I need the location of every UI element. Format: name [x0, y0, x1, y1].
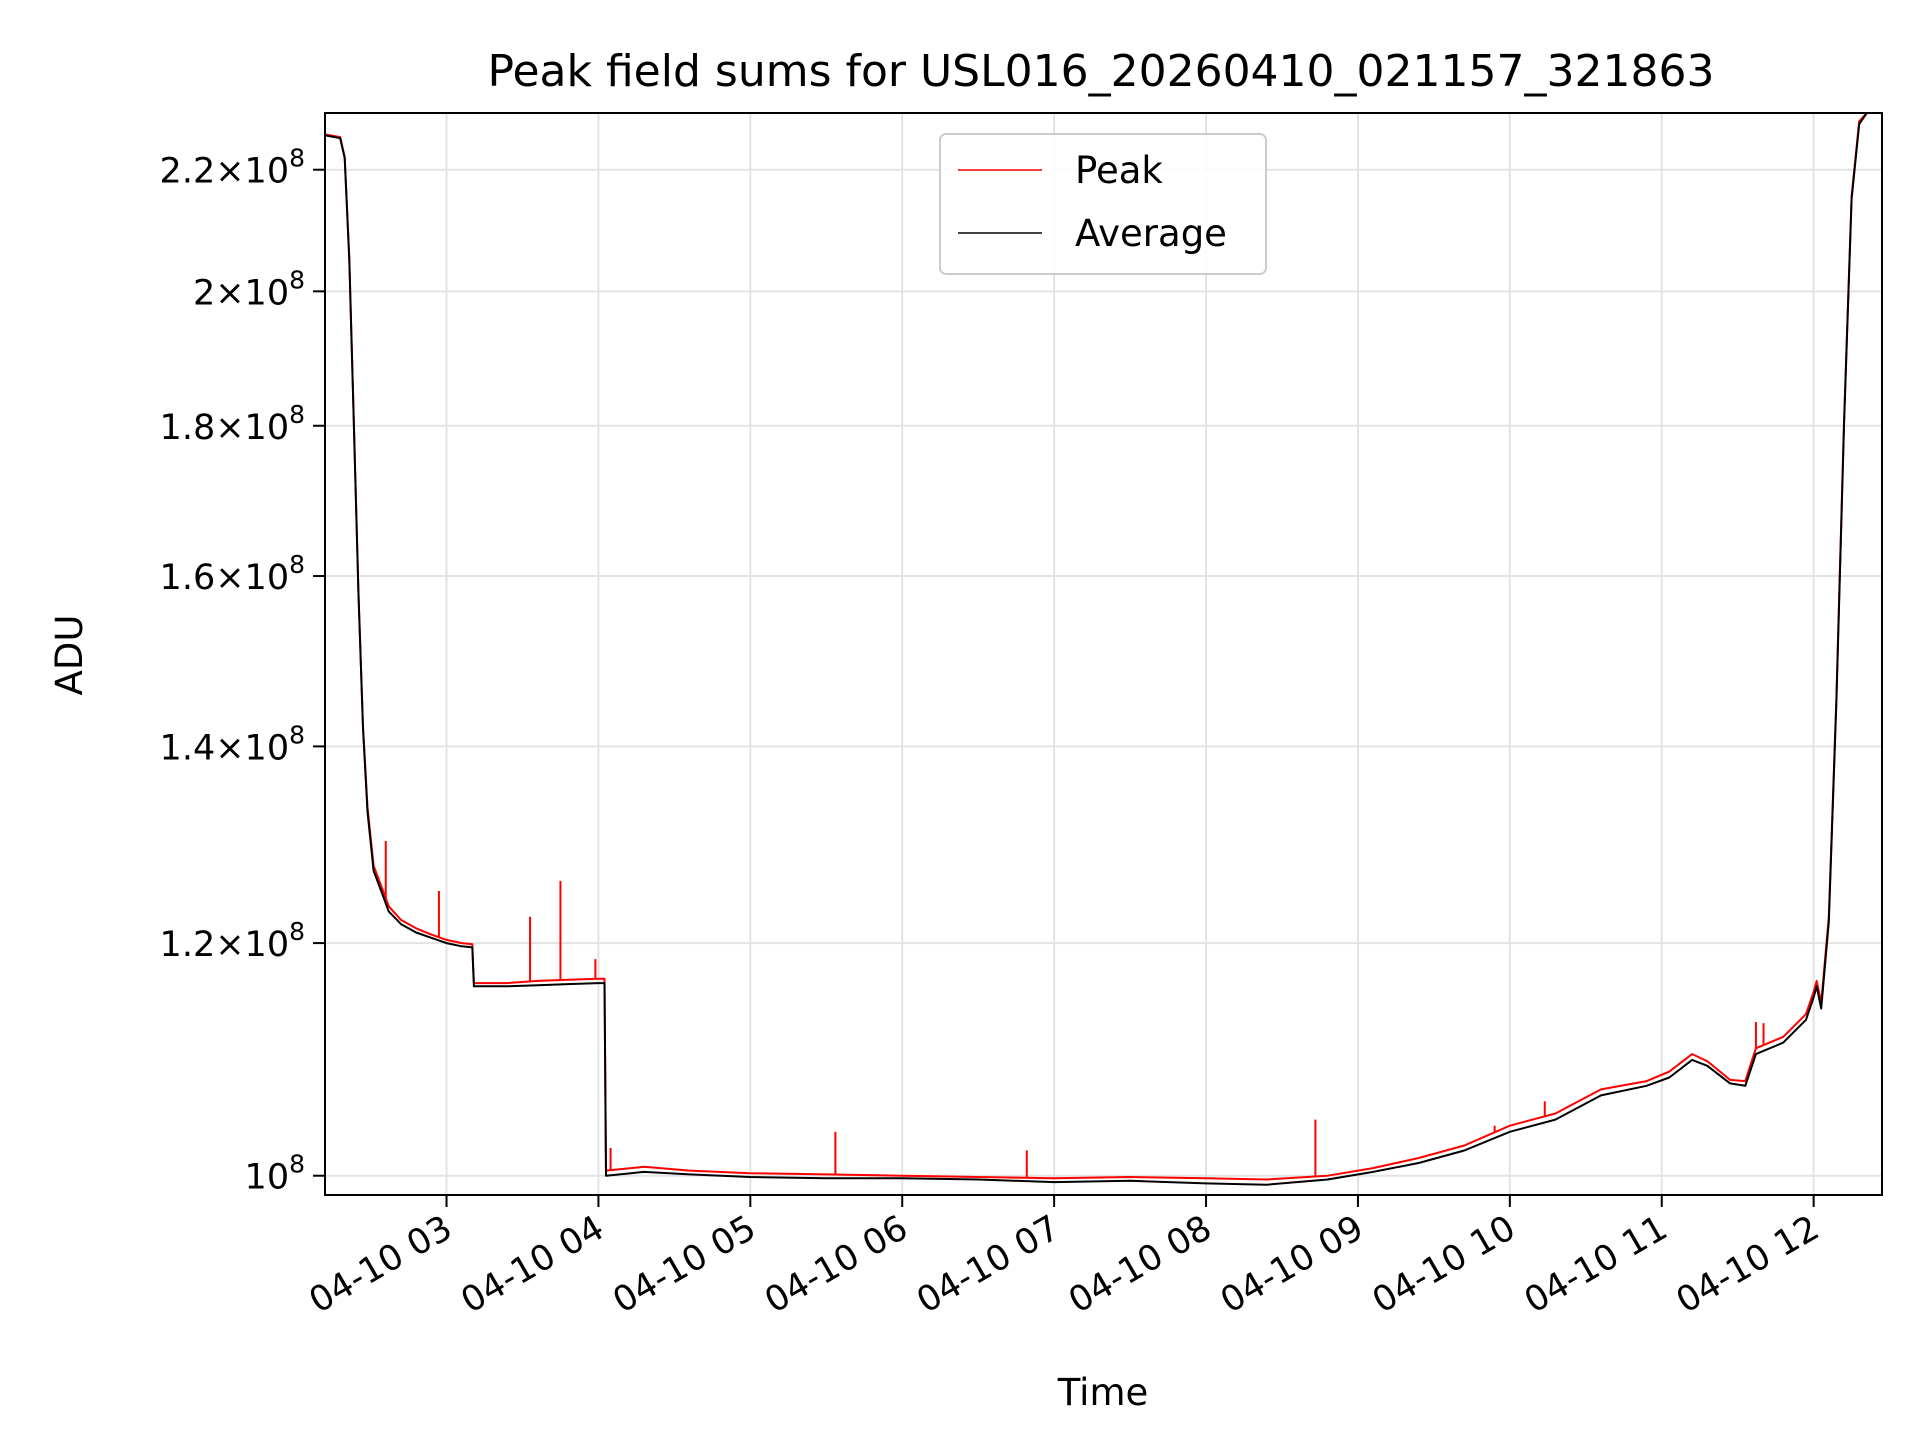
series-line-peak [325, 113, 1882, 1181]
y-tick-base: 10 [245, 273, 290, 313]
y-tick-mantissa: 1.8 [160, 408, 216, 448]
y-tick-times: × [215, 925, 244, 965]
y-tick-label: 1.2×108 [160, 917, 305, 965]
y-tick-exponent: 8 [289, 917, 305, 946]
y-tick-base: 10 [245, 925, 290, 965]
y-tick-exponent: 8 [289, 400, 305, 429]
y-tick-exponent: 8 [289, 550, 305, 579]
y-tick-mantissa: 2 [193, 273, 215, 313]
y-tick-exponent: 8 [289, 144, 305, 173]
y-tick-base: 10 [245, 408, 290, 448]
y-tick-label: 1.4×108 [160, 720, 305, 768]
y-tick-label: 2×108 [193, 265, 305, 313]
y-tick-mantissa: 2.2 [160, 152, 216, 192]
y-tick-label: 2.2×108 [160, 144, 305, 192]
y-tick-times: × [215, 558, 244, 598]
y-tick-mantissa: 1.4 [160, 728, 216, 768]
legend-average-label: Average [1075, 212, 1227, 255]
grid-lines [325, 113, 1882, 1195]
legend-box [939, 133, 1267, 275]
x-axis-label: Time [1057, 1371, 1149, 1414]
y-tick-label: 1.6×108 [160, 550, 305, 598]
y-tick-mantissa: 1.6 [160, 558, 216, 598]
y-tick-base: 10 [245, 1158, 290, 1198]
y-tick-times: × [215, 728, 244, 768]
y-axis-label: ADU [48, 615, 91, 696]
y-tick-base: 10 [245, 558, 290, 598]
y-tick-label: 1.8×108 [160, 400, 305, 448]
series-layer [325, 113, 1882, 1186]
y-tick-times: × [215, 273, 244, 313]
y-tick-base: 10 [245, 152, 290, 192]
plot-frame [324, 112, 1883, 1196]
y-tick-times: × [215, 408, 244, 448]
y-axis-ticks: 1081.2×1081.4×1081.6×1081.8×1082×1082.2×… [160, 144, 325, 1198]
y-tick-times: × [215, 152, 244, 192]
y-tick-mantissa: 1.2 [160, 925, 216, 965]
y-tick-label: 108 [245, 1150, 305, 1198]
y-tick-exponent: 8 [289, 265, 305, 294]
series-line-average [325, 113, 1882, 1186]
legend-peak-label: Peak [1075, 149, 1163, 192]
y-tick-base: 10 [245, 728, 290, 768]
legend: Peak Average [939, 133, 1267, 275]
y-tick-exponent: 8 [289, 720, 305, 749]
y-tick-exponent: 8 [289, 1150, 305, 1179]
chart-title: Peak field sums for USL016_20260410_0211… [488, 46, 1715, 97]
